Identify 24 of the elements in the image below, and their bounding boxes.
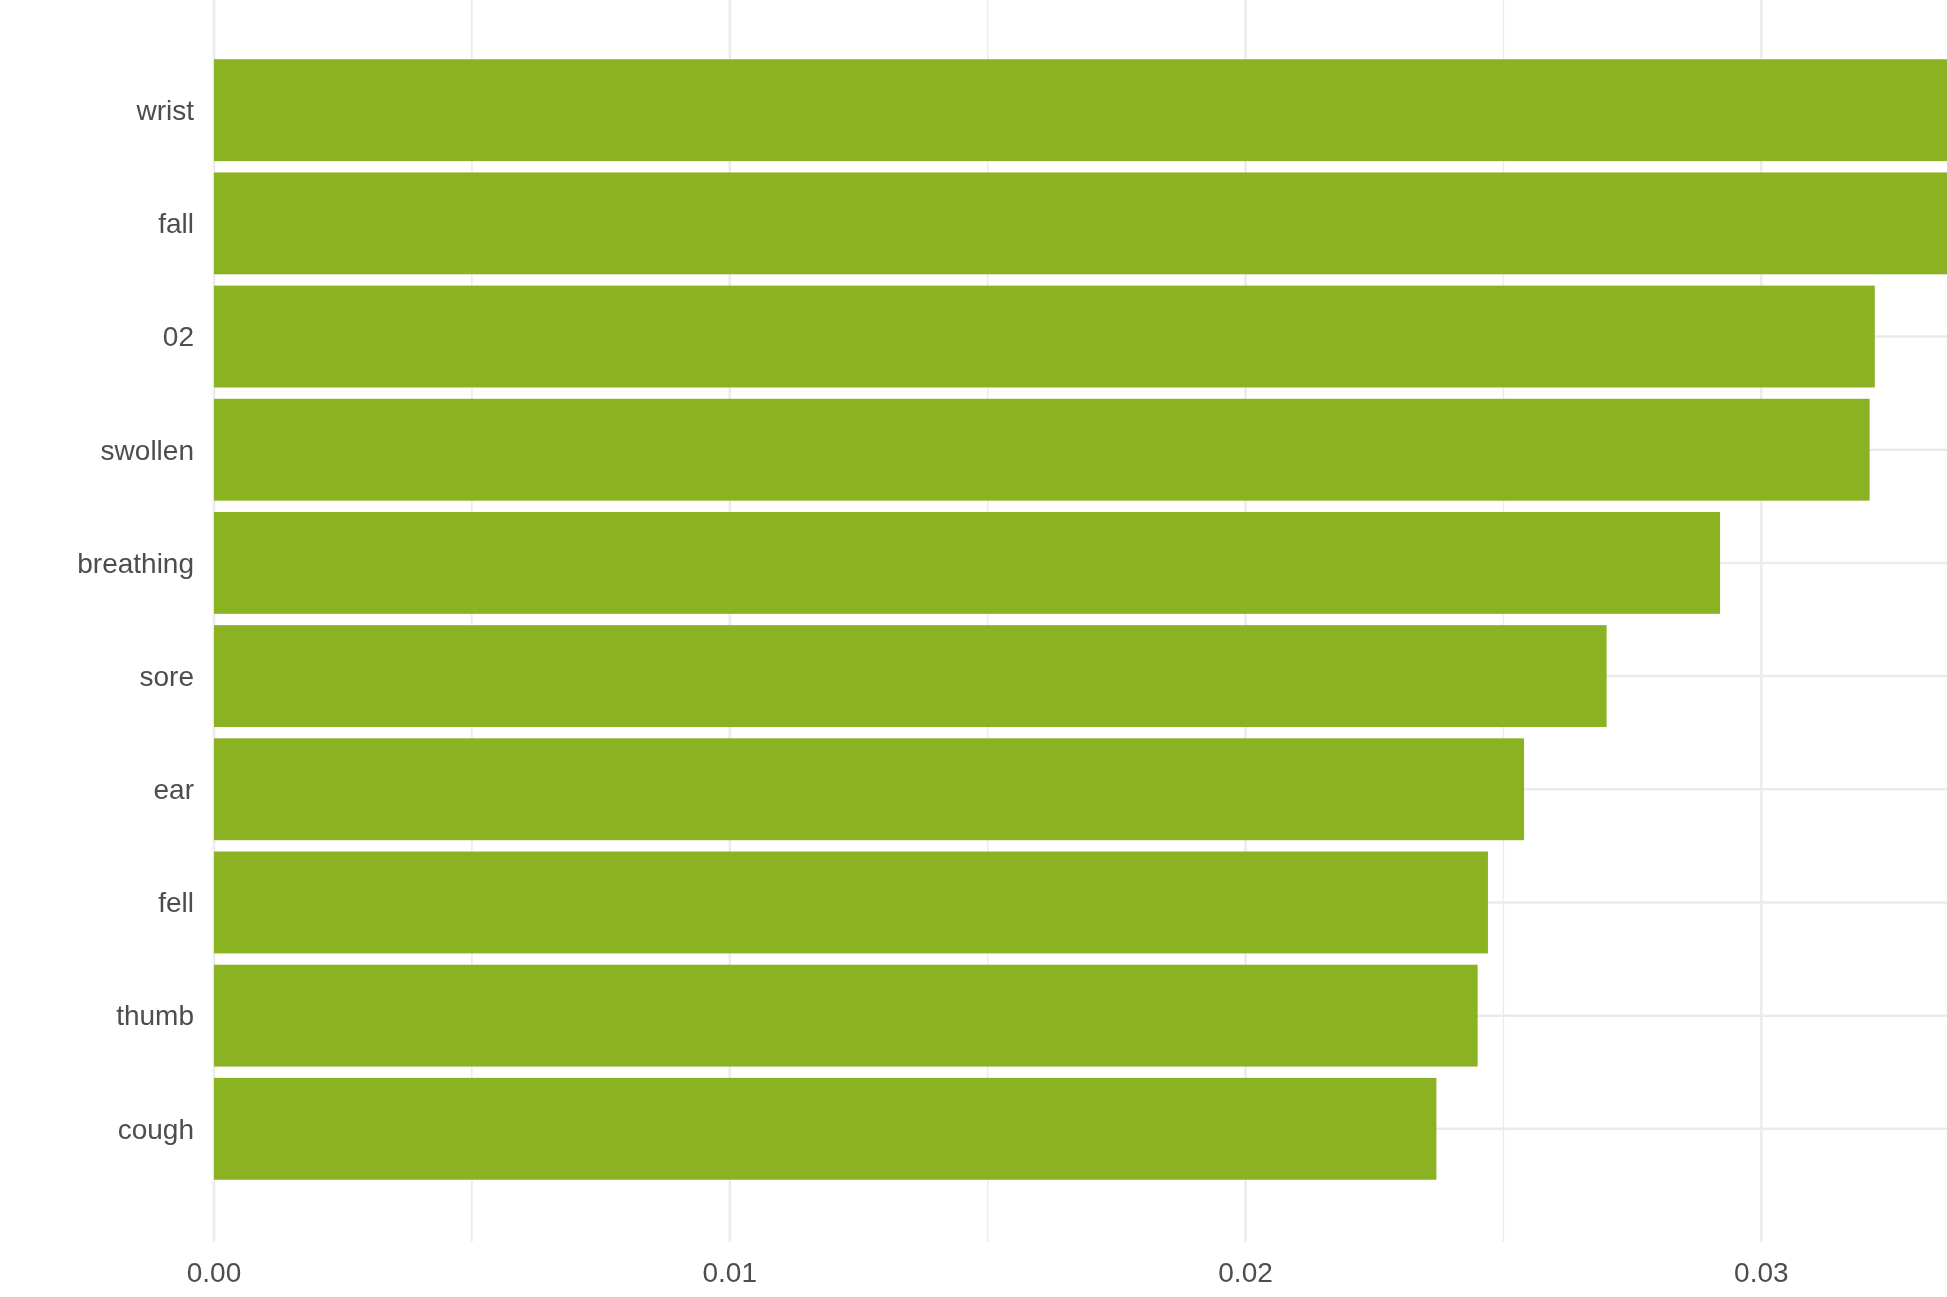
y-tick-label: swollen [100,434,194,466]
y-tick-label: wrist [135,94,195,126]
y-tick-label: fell [158,887,194,919]
bar [214,738,1525,841]
bar [214,172,1947,275]
x-tick-label: 0.01 [702,1256,758,1288]
x-tick-label: 0.00 [186,1256,242,1288]
bar [214,285,1875,388]
y-tick-label: breathing [77,547,194,579]
bar [214,851,1488,954]
x-tick-label: 0.03 [1734,1256,1789,1288]
y-tick-label: ear [153,774,194,806]
bar [214,964,1478,1067]
y-tick-label: sore [139,660,194,692]
bar [214,398,1870,501]
y-tick-label: fall [158,208,194,240]
y-tick-label: cough [117,1113,194,1145]
bar [214,59,1947,162]
bar [214,625,1607,728]
x-tick-label: 0.02 [1218,1256,1273,1288]
bar [214,1077,1437,1180]
y-tick-label: thumb [116,1000,194,1032]
bar [214,511,1721,614]
y-tick-label: 02 [162,321,194,353]
